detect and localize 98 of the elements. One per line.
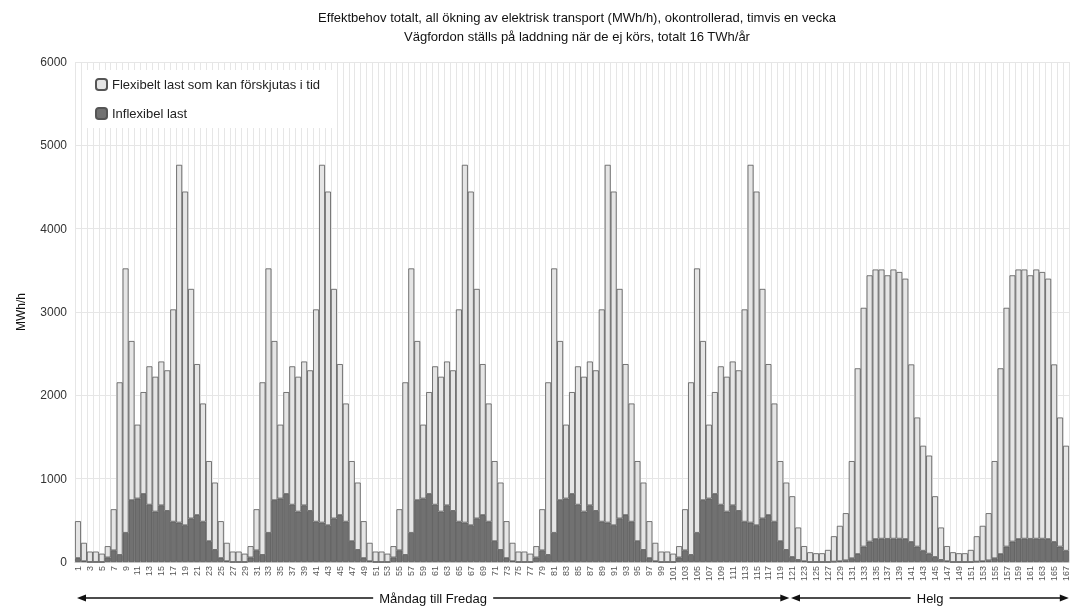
x-tick-label: 71	[489, 566, 500, 577]
x-tick-label: 9	[120, 566, 131, 572]
x-tick-label: 81	[549, 566, 560, 577]
x-tick-label: 41	[311, 566, 322, 577]
x-tick-label: 61	[430, 566, 441, 577]
x-tick-label: 45	[334, 566, 345, 577]
x-tick-label: 63	[442, 566, 453, 577]
x-tick-label: 39	[299, 566, 310, 577]
x-tick-label: 117	[763, 566, 774, 581]
x-tick-label: 105	[691, 566, 702, 582]
x-tick-label: 17	[168, 566, 179, 577]
x-tick-label: 103	[680, 566, 691, 582]
x-tick-label: 77	[525, 566, 536, 577]
y-tick-label: 6000	[40, 55, 68, 69]
x-tick-label: 47	[346, 566, 357, 577]
x-tick-label: 21	[192, 566, 203, 577]
x-tick-label: 83	[561, 566, 572, 577]
x-tick-label: 53	[382, 566, 393, 577]
x-tick-label: 165	[1049, 566, 1060, 582]
x-tick-label: 153	[977, 566, 988, 582]
x-tick-label: 93	[620, 566, 631, 577]
x-tick-label: 69	[477, 566, 488, 577]
x-tick-label: 3	[84, 566, 95, 572]
x-tick-label: 37	[287, 566, 298, 577]
x-tick-label: 151	[965, 566, 976, 582]
x-tick-label: 107	[703, 566, 714, 582]
x-tick-label: 159	[1013, 566, 1024, 582]
x-tick-label: 161	[1025, 566, 1036, 582]
y-tick-label: 3000	[40, 305, 68, 319]
x-tick-label: 97	[644, 566, 655, 577]
x-tick-label: 101	[668, 566, 679, 582]
x-tick-label: 19	[180, 566, 191, 577]
x-tick-label: 145	[930, 566, 941, 582]
x-tick-label: 85	[572, 566, 583, 577]
x-tick-label: 51	[370, 566, 381, 577]
x-tick-label: 131	[846, 566, 857, 582]
chart-title: Effektbehov totalt, all ökning av elektrisk transport (MWh/h), okontrollerad, timvis en vecka	[318, 10, 837, 25]
x-tick-label: 29	[239, 566, 250, 577]
x-tick-label: 155	[989, 566, 1000, 582]
x-tick-label: 147	[941, 566, 952, 582]
x-tick-label: 95	[632, 566, 643, 577]
x-tick-label: 129	[834, 566, 845, 582]
x-tick-label: 49	[358, 566, 369, 577]
x-tick-label: 135	[870, 566, 881, 582]
x-tick-label: 55	[394, 566, 405, 577]
x-tick-label: 99	[656, 566, 667, 577]
x-tick-label: 91	[608, 566, 619, 577]
chart-subtitle: Vägfordon ställs på laddning när de ej körs, totalt 16 TWh/år	[404, 29, 751, 44]
x-tick-label: 59	[418, 566, 429, 577]
y-axis-title: MWh/h	[14, 292, 28, 332]
x-tick-label: 167	[1061, 566, 1072, 582]
x-tick-label: 143	[918, 566, 929, 582]
x-tick-label: 33	[263, 566, 274, 577]
text: Helg	[910, 590, 950, 606]
legend-label: Flexibelt last som kan förskjutas i tid	[112, 77, 321, 92]
x-tick-label: 133	[858, 566, 869, 582]
x-tick-label: 25	[215, 566, 226, 577]
x-tick-label: 23	[203, 566, 214, 577]
x-tick-label: 139	[894, 566, 905, 582]
x-tick-label: 89	[596, 566, 607, 577]
x-tick-label: 67	[465, 566, 476, 577]
x-tick-label: 43	[322, 566, 333, 577]
x-tick-label: 1	[72, 566, 83, 572]
x-tick-label: 163	[1037, 566, 1048, 582]
x-tick-label: 141	[906, 566, 917, 582]
x-tick-label: 65	[453, 566, 464, 577]
x-tick-label: 137	[882, 566, 893, 582]
x-tick-label: 35	[275, 566, 286, 577]
x-tick-label: 157	[1001, 566, 1012, 582]
x-tick-label: 149	[953, 566, 964, 582]
x-tick-label: 111	[727, 566, 738, 580]
text: Måndag till Fredag	[373, 590, 493, 606]
x-tick-label: 123	[799, 566, 810, 582]
x-tick-label: 11	[132, 566, 143, 576]
y-tick-label: 2000	[40, 388, 68, 403]
x-tick-label: 87	[584, 566, 595, 577]
x-tick-label: 13	[144, 566, 155, 577]
x-tick-label: 15	[156, 566, 167, 577]
legend-label: Inflexibel last	[112, 106, 188, 121]
x-tick-label: 75	[513, 566, 524, 577]
y-tick-label: 4000	[40, 221, 68, 236]
x-tick-label: 109	[715, 566, 726, 582]
y-tick-label: 0	[60, 555, 68, 569]
x-tick-label: 31	[251, 566, 262, 577]
x-tick-label: 5	[96, 566, 107, 572]
x-tick-label: 125	[811, 566, 822, 582]
x-tick-label: 73	[501, 566, 512, 577]
x-tick-label: 57	[406, 566, 417, 577]
y-tick-label: 5000	[40, 138, 68, 153]
x-tick-label: 27	[227, 566, 238, 577]
y-tick-label: 1000	[40, 471, 68, 486]
x-tick-label: 119	[775, 566, 786, 581]
x-tick-label: 79	[537, 566, 548, 577]
x-tick-label: 121	[787, 566, 798, 582]
x-tick-label: 115	[751, 566, 762, 581]
x-tick-label: 7	[108, 566, 119, 572]
x-tick-label: 113	[739, 566, 750, 581]
x-tick-label: 127	[822, 566, 833, 582]
